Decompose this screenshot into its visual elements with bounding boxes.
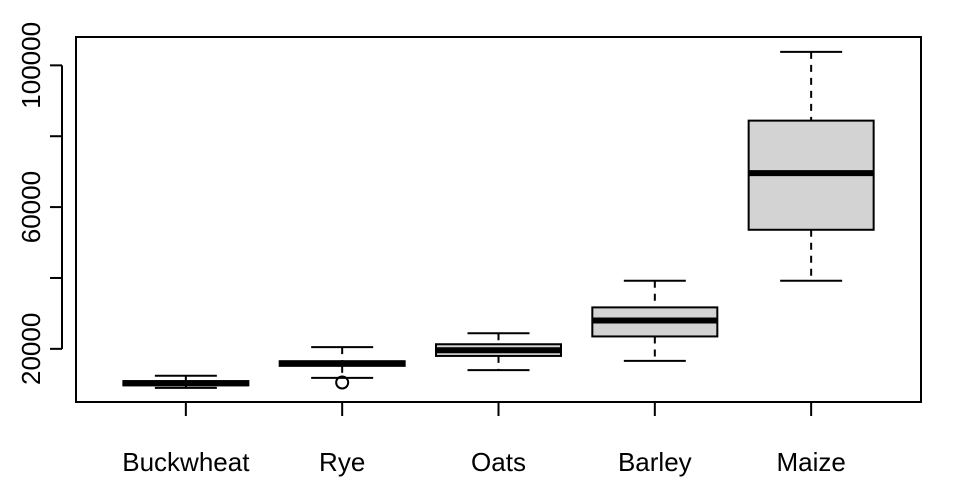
x-tick-label-barley: Barley (618, 447, 692, 477)
x-tick-label-rye: Rye (319, 447, 365, 477)
box-buckwheat (122, 374, 250, 389)
box-barley (591, 279, 719, 362)
y-tick-label-20000: 20000 (16, 313, 46, 385)
outlier-point (335, 375, 350, 390)
box-maize (747, 50, 875, 282)
y-axis: 20000 60000 100000 (16, 22, 63, 385)
y-tick-label-60000: 60000 (16, 171, 46, 243)
x-tick-label-maize: Maize (776, 447, 845, 477)
x-axis: Buckwheat Rye Oats Barley Maize (122, 402, 846, 477)
x-tick-label-oats: Oats (471, 447, 526, 477)
boxes-layer (122, 50, 875, 390)
x-tick-label-buckwheat: Buckwheat (122, 447, 250, 477)
y-tick-label-100000: 100000 (16, 22, 46, 109)
box-oats (435, 332, 562, 372)
box-rye (278, 346, 406, 390)
